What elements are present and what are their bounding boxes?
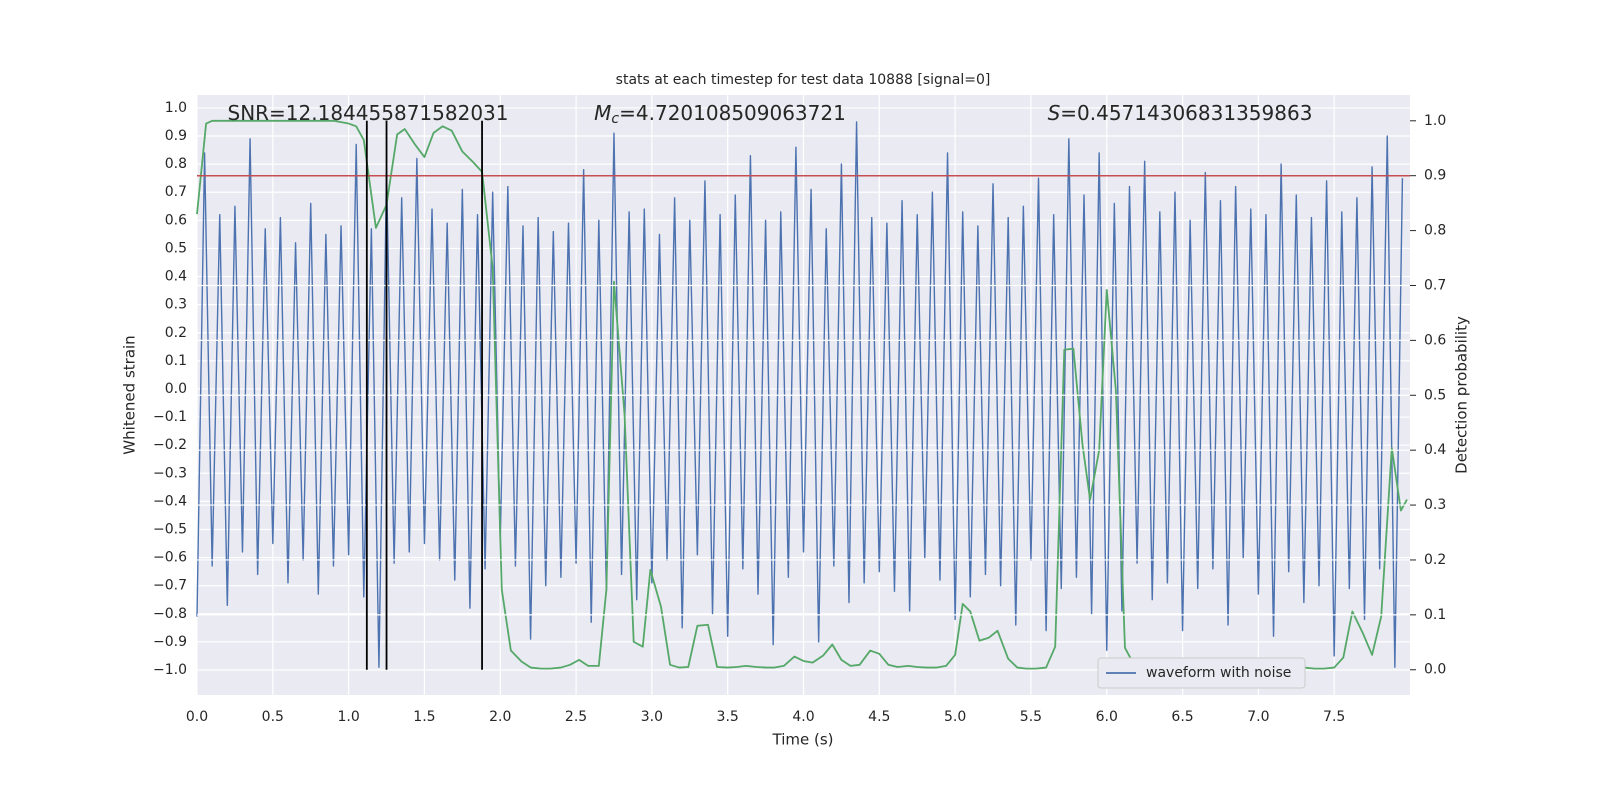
legend-box bbox=[1097, 657, 1306, 689]
x-axis-label: Time (s) bbox=[772, 731, 834, 749]
x-tick-label: 6.5 bbox=[1171, 709, 1193, 725]
y2-tick-label: 0.0 bbox=[1424, 662, 1446, 678]
annotation-text: SNR=12.184455871582031 bbox=[228, 101, 509, 125]
x-tick-label: 5.5 bbox=[1020, 709, 1042, 725]
x-tick-label: 0.5 bbox=[262, 709, 284, 725]
annotation-subscript: c bbox=[611, 111, 619, 127]
x-tick-label: 3.5 bbox=[717, 709, 739, 725]
y-tick-label: 0.3 bbox=[165, 297, 187, 313]
y-tick-label: −0.6 bbox=[153, 550, 187, 566]
y2-tick-label: 0.3 bbox=[1424, 497, 1446, 513]
annotation-symbol: S bbox=[1048, 101, 1061, 125]
y-tick-label: −0.9 bbox=[153, 634, 187, 650]
y-tick-label: 0.8 bbox=[165, 156, 187, 172]
x-tick-label: 4.0 bbox=[792, 709, 814, 725]
y-tick-label: −0.2 bbox=[153, 437, 187, 453]
annotation-symbol: M bbox=[594, 101, 611, 125]
x-tick-label: 2.5 bbox=[565, 709, 587, 725]
y2-tick-label: 0.5 bbox=[1424, 387, 1446, 403]
probability-line bbox=[196, 119, 1408, 670]
y2-tick-label: 0.1 bbox=[1424, 607, 1446, 623]
legend-label: waveform with noise bbox=[1146, 665, 1291, 681]
y2-tick-label: 0.8 bbox=[1424, 223, 1446, 239]
y-tick-label: 0.0 bbox=[165, 381, 187, 397]
y-tick-label: −0.5 bbox=[153, 521, 187, 537]
chart-title: stats at each timestep for test data 108… bbox=[616, 72, 991, 88]
y-tick-label: −0.3 bbox=[153, 465, 187, 481]
annotation: S=0.45714306831359863 bbox=[1048, 101, 1313, 125]
x-tick-label: 7.0 bbox=[1247, 709, 1269, 725]
y-tick-label: −0.4 bbox=[153, 493, 187, 509]
y-tick-label: −0.7 bbox=[153, 578, 187, 594]
y-tick-label: 0.1 bbox=[165, 353, 187, 369]
annotation: SNR=12.184455871582031 bbox=[228, 101, 509, 125]
x-tick-label: 6.0 bbox=[1096, 709, 1118, 725]
y2-tick-label: 0.2 bbox=[1424, 552, 1446, 568]
x-tick-label: 4.5 bbox=[868, 709, 890, 725]
x-tick-label: 1.5 bbox=[413, 709, 435, 725]
y-tick-label: 0.7 bbox=[165, 184, 187, 200]
x-tick-label: 1.0 bbox=[337, 709, 359, 725]
y-tick-label: 1.0 bbox=[165, 100, 187, 116]
x-tick-label: 7.5 bbox=[1323, 709, 1345, 725]
x-tick-label: 5.0 bbox=[944, 709, 966, 725]
y-tick-label: 0.4 bbox=[165, 269, 187, 285]
y2-tick-label: 0.4 bbox=[1424, 442, 1446, 458]
annotation: Mc=4.720108509063721 bbox=[594, 101, 846, 128]
y-tick-label: −0.1 bbox=[153, 409, 187, 425]
y2-tick-label: 0.6 bbox=[1424, 332, 1446, 348]
y2-axis-label: Detection probability bbox=[1453, 316, 1471, 474]
x-tick-label: 0.0 bbox=[186, 709, 208, 725]
x-tick-label: 3.0 bbox=[641, 709, 663, 725]
y-tick-label: 0.5 bbox=[165, 240, 187, 256]
annotation-text: =4.720108509063721 bbox=[619, 101, 846, 125]
y-tick-label: 0.6 bbox=[165, 212, 187, 228]
y2-tick-label: 0.9 bbox=[1424, 168, 1446, 184]
y-tick-label: −0.8 bbox=[153, 606, 187, 622]
waveform-line bbox=[196, 121, 1404, 668]
annotation-text: =0.45714306831359863 bbox=[1060, 101, 1312, 125]
y-tick-label: 0.2 bbox=[165, 325, 187, 341]
y2-tick-label: 1.0 bbox=[1424, 113, 1446, 129]
y-tick-label: 0.9 bbox=[165, 128, 187, 144]
y-axis-label: Whitened strain bbox=[121, 335, 139, 454]
x-tick-label: 2.0 bbox=[489, 709, 511, 725]
y2-tick-label: 0.7 bbox=[1424, 277, 1446, 293]
y-tick-label: −1.0 bbox=[153, 662, 187, 678]
